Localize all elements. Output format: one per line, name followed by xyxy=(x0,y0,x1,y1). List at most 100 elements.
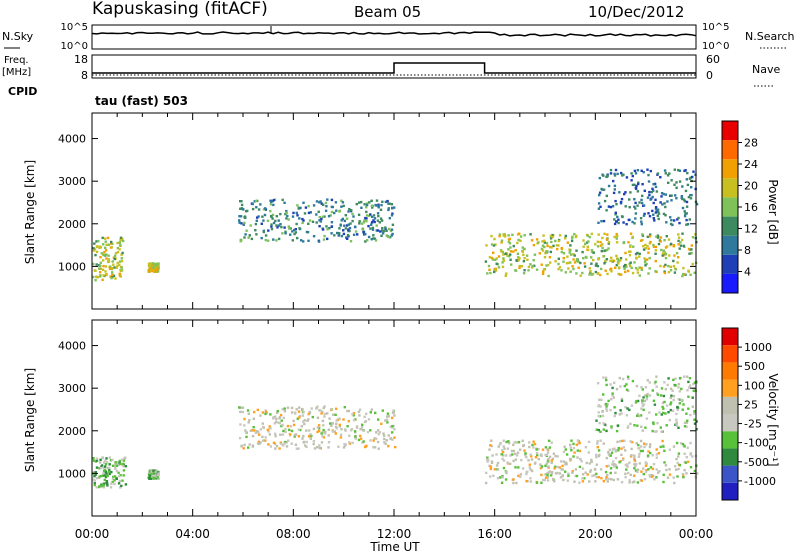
data-cell xyxy=(269,413,272,416)
data-cell xyxy=(495,257,498,260)
data-cell xyxy=(95,250,99,254)
data-cell xyxy=(678,169,682,172)
data-feature xyxy=(92,236,125,282)
data-cell xyxy=(119,236,123,239)
data-cell xyxy=(275,420,278,424)
data-cell xyxy=(652,217,655,220)
data-cell xyxy=(617,272,620,276)
data-cell xyxy=(344,214,347,217)
data-cell xyxy=(488,448,491,451)
data-cell xyxy=(638,266,641,269)
data-cell xyxy=(677,398,680,401)
data-cell xyxy=(502,233,505,236)
data-cell xyxy=(613,447,616,450)
data-cell xyxy=(326,228,329,231)
data-cell xyxy=(673,168,676,171)
velocity-ylabel: Slant Range [km] xyxy=(23,368,37,472)
data-cell xyxy=(675,424,679,427)
data-cell xyxy=(544,252,547,255)
data-cell xyxy=(302,201,305,204)
data-cell xyxy=(364,420,368,423)
data-cell xyxy=(655,190,659,193)
data-cell xyxy=(116,246,120,250)
data-cell xyxy=(584,471,587,474)
data-cell xyxy=(633,261,636,264)
data-cell xyxy=(587,451,590,454)
data-feature xyxy=(484,439,699,485)
data-cell xyxy=(620,171,623,175)
data-cell xyxy=(686,446,689,449)
data-cell xyxy=(99,461,102,464)
data-cell xyxy=(386,199,389,203)
data-cell xyxy=(542,268,546,271)
data-cell xyxy=(517,238,520,242)
data-cell xyxy=(324,201,328,205)
freq-trace xyxy=(92,62,696,76)
data-cell xyxy=(688,377,692,380)
data-cell xyxy=(271,217,274,220)
data-cell xyxy=(589,470,592,473)
data-cell xyxy=(661,439,664,443)
data-cell xyxy=(632,245,635,248)
data-cell xyxy=(661,401,665,405)
data-cell xyxy=(629,244,632,247)
data-cell xyxy=(525,254,529,257)
data-cell xyxy=(654,252,657,255)
data-cell xyxy=(647,272,650,275)
data-cell xyxy=(348,441,351,444)
data-cell xyxy=(680,195,684,198)
data-cell xyxy=(663,202,666,205)
colorbar-segment xyxy=(722,328,738,346)
data-cell xyxy=(584,242,587,246)
data-cell xyxy=(254,222,258,226)
data-cell xyxy=(388,217,391,220)
data-cell xyxy=(333,430,336,433)
data-cell xyxy=(529,453,532,456)
data-cell xyxy=(677,168,680,172)
data-cell xyxy=(602,255,606,258)
data-cell xyxy=(275,224,278,227)
data-cell xyxy=(354,437,357,440)
data-cell xyxy=(624,251,627,255)
data-cell xyxy=(614,450,617,453)
data-cell xyxy=(664,256,668,260)
data-cell xyxy=(573,254,576,257)
data-cell xyxy=(595,472,598,476)
data-cell xyxy=(587,248,590,252)
data-cell xyxy=(286,406,290,409)
data-cell xyxy=(485,244,488,247)
data-cell xyxy=(612,259,616,263)
data-cell xyxy=(264,238,267,242)
data-cell xyxy=(319,409,322,412)
data-cell xyxy=(327,215,331,218)
data-cell xyxy=(276,409,279,413)
data-cell xyxy=(683,169,686,173)
data-cell xyxy=(262,439,265,442)
data-cell xyxy=(308,219,312,222)
data-cell xyxy=(262,426,265,429)
data-cell xyxy=(634,252,638,256)
data-cell xyxy=(607,184,611,188)
data-cell xyxy=(674,194,677,197)
data-cell xyxy=(626,375,630,378)
data-cell xyxy=(622,265,626,268)
data-cell xyxy=(304,444,307,447)
colorbar-tick-label: 8 xyxy=(744,244,751,257)
data-cell xyxy=(103,478,106,482)
data-cell xyxy=(685,200,689,204)
colorbar-segment xyxy=(722,216,738,236)
data-cell xyxy=(621,439,624,443)
data-cell xyxy=(625,414,629,417)
data-cell xyxy=(640,407,643,410)
data-cell xyxy=(683,421,687,424)
colorbar-segment xyxy=(722,396,738,414)
data-cell xyxy=(336,231,339,235)
data-cell xyxy=(551,457,555,460)
data-cell xyxy=(572,253,575,256)
data-cell xyxy=(679,376,682,380)
data-cell xyxy=(316,416,320,419)
data-cell xyxy=(679,244,683,247)
data-cell xyxy=(581,473,585,476)
colorbar-tick-label: -25 xyxy=(744,418,762,431)
data-cell xyxy=(596,272,600,275)
